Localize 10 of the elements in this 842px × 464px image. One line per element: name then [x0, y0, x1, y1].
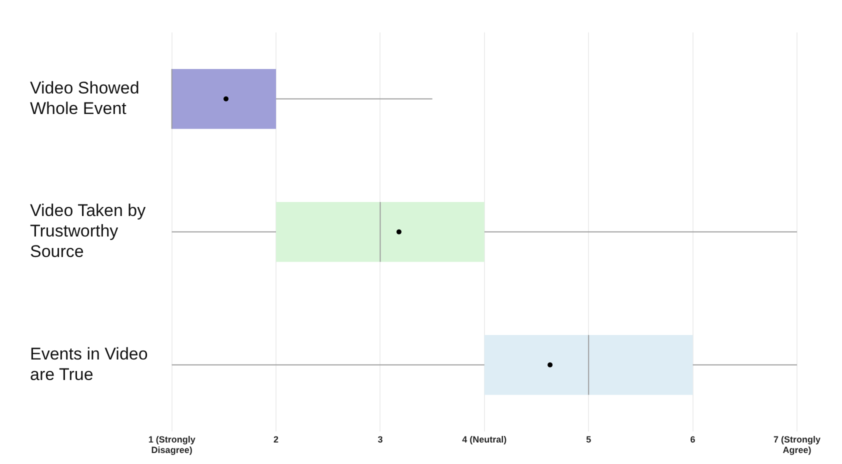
y-tick-label: Events in Video are True [30, 344, 148, 384]
x-tick-label: 4 (Neutral) [462, 434, 507, 444]
y-tick-label: Video Taken by Trustworthy Source [30, 201, 146, 261]
x-tick-label: 3 [378, 434, 383, 444]
y-tick-label: Video Showed Whole Event [30, 78, 140, 118]
x-tick-label: 2 [274, 434, 279, 444]
x-tick-label: 7 (Strongly Agree) [773, 434, 821, 456]
x-tick-label: 5 [586, 434, 592, 444]
x-tick-label: 6 [690, 434, 696, 444]
x-tick-label: 1 (Strongly Disagree) [148, 434, 196, 456]
